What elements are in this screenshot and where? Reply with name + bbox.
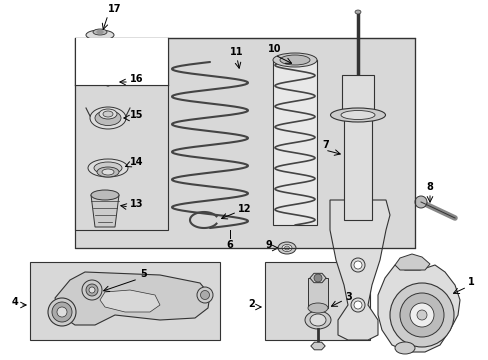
- Ellipse shape: [95, 111, 121, 126]
- Ellipse shape: [57, 307, 67, 317]
- Ellipse shape: [90, 107, 126, 129]
- Ellipse shape: [414, 196, 426, 208]
- Ellipse shape: [280, 55, 309, 65]
- Circle shape: [353, 261, 361, 269]
- Ellipse shape: [278, 242, 295, 254]
- Ellipse shape: [354, 10, 360, 14]
- Ellipse shape: [305, 311, 330, 329]
- Circle shape: [353, 301, 361, 309]
- Ellipse shape: [82, 280, 102, 300]
- Polygon shape: [329, 200, 389, 340]
- Ellipse shape: [284, 246, 289, 250]
- Ellipse shape: [103, 111, 113, 117]
- Ellipse shape: [48, 298, 76, 326]
- Circle shape: [409, 303, 433, 327]
- Ellipse shape: [394, 342, 414, 354]
- Text: 5: 5: [140, 269, 146, 279]
- Bar: [341, 75, 373, 120]
- Text: 9: 9: [264, 240, 271, 250]
- Text: 15: 15: [130, 110, 143, 120]
- Text: 1: 1: [467, 277, 474, 287]
- Bar: [30, 262, 220, 340]
- Polygon shape: [102, 78, 113, 86]
- Text: 8: 8: [426, 182, 432, 192]
- Bar: [75, 38, 168, 85]
- Text: 3: 3: [345, 292, 351, 302]
- Bar: [272, 60, 316, 225]
- Circle shape: [416, 310, 426, 320]
- Bar: [264, 262, 369, 340]
- Ellipse shape: [86, 30, 114, 40]
- Bar: [75, 38, 168, 230]
- Ellipse shape: [93, 29, 107, 35]
- Circle shape: [350, 298, 364, 312]
- Bar: [75, 38, 168, 85]
- Text: 14: 14: [130, 157, 143, 167]
- Ellipse shape: [200, 291, 209, 300]
- Ellipse shape: [307, 303, 327, 313]
- Ellipse shape: [102, 169, 114, 175]
- Circle shape: [350, 258, 364, 272]
- Ellipse shape: [94, 162, 122, 174]
- Text: 16: 16: [130, 74, 143, 84]
- Text: 6: 6: [226, 240, 233, 250]
- Bar: [307, 278, 327, 308]
- Text: 11: 11: [229, 47, 243, 57]
- Ellipse shape: [97, 167, 119, 177]
- Polygon shape: [309, 273, 325, 283]
- Polygon shape: [91, 195, 119, 227]
- Circle shape: [105, 79, 111, 85]
- Ellipse shape: [88, 159, 128, 177]
- Polygon shape: [394, 254, 429, 270]
- Polygon shape: [55, 272, 209, 325]
- Ellipse shape: [97, 31, 103, 33]
- Ellipse shape: [52, 302, 72, 322]
- Text: 7: 7: [321, 140, 328, 150]
- Ellipse shape: [197, 287, 213, 303]
- Ellipse shape: [89, 287, 95, 293]
- Text: 4: 4: [11, 297, 18, 307]
- Text: 12: 12: [238, 204, 251, 214]
- Bar: [343, 120, 371, 220]
- Ellipse shape: [330, 108, 385, 122]
- Bar: [75, 38, 414, 248]
- Ellipse shape: [91, 190, 119, 200]
- Text: 13: 13: [130, 199, 143, 209]
- Ellipse shape: [309, 314, 325, 326]
- Text: 10: 10: [267, 44, 281, 54]
- Ellipse shape: [272, 53, 316, 67]
- Circle shape: [313, 274, 321, 282]
- Text: 17: 17: [108, 4, 121, 14]
- Polygon shape: [310, 342, 325, 350]
- Ellipse shape: [86, 284, 98, 296]
- Ellipse shape: [340, 111, 374, 120]
- Circle shape: [389, 283, 453, 347]
- Ellipse shape: [282, 244, 291, 252]
- Circle shape: [399, 293, 443, 337]
- Polygon shape: [100, 290, 160, 312]
- Ellipse shape: [99, 109, 117, 119]
- Text: 2: 2: [248, 299, 254, 309]
- Bar: [75, 38, 414, 248]
- Polygon shape: [377, 265, 459, 352]
